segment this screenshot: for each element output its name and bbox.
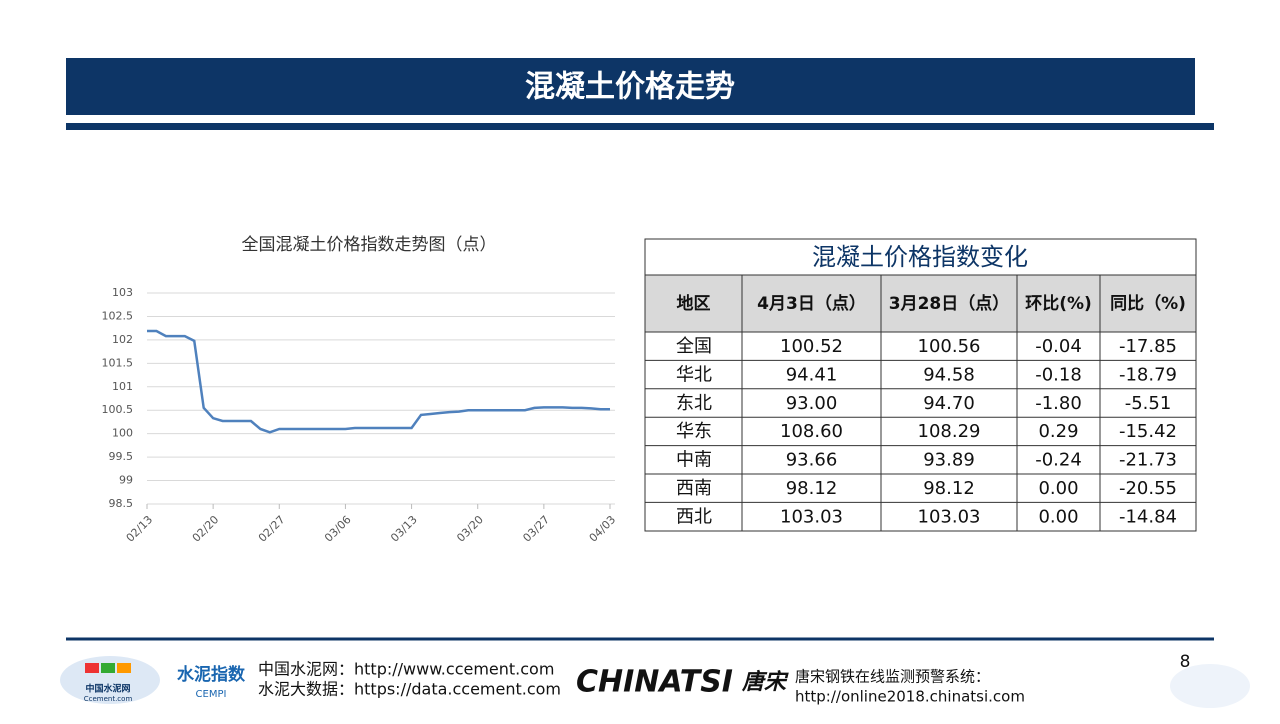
logo2-sub: CEMPI <box>196 689 227 700</box>
x-tick-label: 04/03 <box>587 513 619 545</box>
x-tick-label: 03/27 <box>520 513 552 545</box>
y-tick-label: 100 <box>112 427 133 440</box>
logo1-text: 中国水泥网 <box>85 683 130 695</box>
header-row <box>644 274 1197 333</box>
logo2-text: 水泥指数 <box>177 664 246 685</box>
table-cell: -0.24 <box>1035 450 1082 471</box>
table-cell: 93.66 <box>786 450 838 471</box>
x-tick-label: 02/13 <box>124 513 156 545</box>
table-cell: 0.00 <box>1038 506 1078 527</box>
logo1-block <box>101 663 115 673</box>
x-tick-label: 03/06 <box>322 513 354 545</box>
x-tick-label: 02/20 <box>190 513 222 545</box>
table-cell: 108.60 <box>780 421 843 442</box>
table-cell: 0.29 <box>1038 421 1078 442</box>
table-frame <box>644 238 1197 532</box>
y-tick-label: 102.5 <box>102 309 134 322</box>
table-cell: -0.04 <box>1035 336 1082 357</box>
y-tick-label: 100.5 <box>102 403 134 416</box>
table-cell: 全国 <box>676 336 712 357</box>
table-cell: 93.00 <box>786 393 838 414</box>
logo1-block <box>85 663 99 673</box>
table-cell: -14.84 <box>1119 506 1177 527</box>
table-cell: -15.42 <box>1119 421 1177 442</box>
table-cell: 华东 <box>676 421 712 442</box>
x-tick-label: 03/13 <box>388 513 420 545</box>
table-cell: 98.12 <box>923 478 975 499</box>
table-cell: 103.03 <box>918 506 981 527</box>
table-cell: 0.00 <box>1038 478 1078 499</box>
chart-title: 全国混凝土价格指数走势图（点） <box>242 235 497 255</box>
column-header: 3月28日（点） <box>889 293 1010 314</box>
data-line <box>147 329 610 434</box>
logo1-sub: Ccement.com <box>84 695 133 703</box>
table-cell: -17.85 <box>1119 336 1177 357</box>
y-tick-label: 101.5 <box>102 356 134 369</box>
column-header: 环比(%) <box>1025 293 1092 314</box>
table-title: 混凝土价格指数变化 <box>812 243 1028 271</box>
table-cell: 108.29 <box>918 421 981 442</box>
header-bar <box>66 58 1195 115</box>
table-cell: 华北 <box>676 364 712 385</box>
column-header: 同比（%) <box>1110 293 1186 314</box>
table-cell: 西北 <box>676 506 712 527</box>
table-cell: -18.79 <box>1119 364 1177 385</box>
table-cell: -0.18 <box>1035 364 1082 385</box>
table-cell: -21.73 <box>1119 450 1177 471</box>
footer-text: 中国水泥网：http://www.ccement.com <box>258 660 554 679</box>
x-tick-label: 02/27 <box>256 513 288 545</box>
table-cell: -5.51 <box>1125 393 1172 414</box>
page-number: 8 <box>1180 652 1191 672</box>
table-cell: 94.41 <box>786 364 838 385</box>
table-cell: 100.56 <box>918 336 981 357</box>
y-tick-label: 99 <box>119 474 133 487</box>
watermark-logo <box>1170 664 1250 708</box>
table-cell: 东北 <box>676 393 712 414</box>
table-cell: 94.58 <box>923 364 975 385</box>
table-cell: 西南 <box>676 478 712 499</box>
brand: CHINATSI <box>576 665 733 700</box>
table-cell: 中南 <box>676 450 712 471</box>
footer-text: 水泥大数据：https://data.ccement.com <box>258 680 561 699</box>
y-tick-label: 103 <box>112 286 133 299</box>
y-tick-label: 99.5 <box>109 450 134 463</box>
x-tick-label: 03/20 <box>454 513 486 545</box>
table-cell: 103.03 <box>780 506 843 527</box>
table-cell: 94.70 <box>923 393 975 414</box>
y-tick-label: 101 <box>112 380 133 393</box>
table-cell: -1.80 <box>1035 393 1082 414</box>
footer-text: http://online2018.chinatsi.com <box>795 688 1025 706</box>
table-cell: 98.12 <box>786 478 838 499</box>
column-header: 地区 <box>677 293 711 314</box>
table-cell: 100.52 <box>780 336 843 357</box>
brand-cn: 唐宋 <box>741 669 789 695</box>
column-header: 4月3日（点） <box>757 293 866 314</box>
footer-text: 唐宋钢铁在线监测预警系统： <box>795 668 990 686</box>
logo1-block <box>117 663 131 673</box>
table-cell: 93.89 <box>923 450 975 471</box>
slide-title: 混凝土价格走势 <box>525 70 735 105</box>
y-tick-label: 98.5 <box>109 497 134 510</box>
header-rule <box>66 123 1214 130</box>
table-cell: -20.55 <box>1119 478 1177 499</box>
y-tick-label: 102 <box>112 333 133 346</box>
